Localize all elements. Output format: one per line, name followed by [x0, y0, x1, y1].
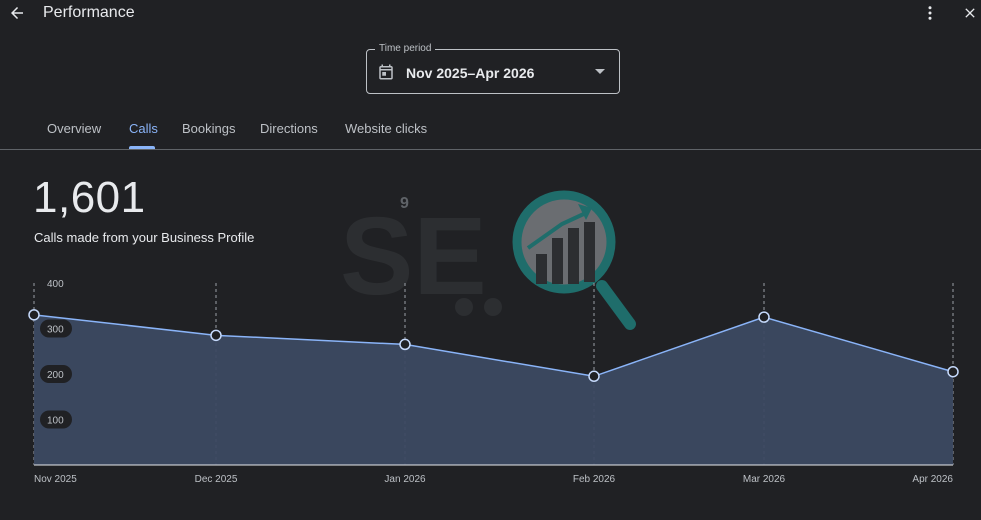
- time-period-label: Time period: [375, 43, 436, 55]
- time-period-select[interactable]: Time period Nov 2025–Apr 2026: [366, 43, 620, 94]
- data-point: [947, 365, 959, 378]
- series-area: [34, 314, 953, 465]
- arrow-back-icon: [11, 7, 23, 19]
- tab-bar: Overview Calls Bookings Directions Websi…: [0, 110, 981, 150]
- page-title: Performance: [43, 4, 135, 21]
- x-tick-label: Mar 2026: [743, 474, 786, 485]
- y-tick-label: 100: [47, 416, 64, 427]
- y-tick-pill: [40, 319, 72, 338]
- watermark-logo: SE 9: [340, 190, 636, 330]
- x-tick-label: Jan 2026: [384, 474, 426, 485]
- series-line: [33, 314, 954, 378]
- y-tick-label: 300: [47, 325, 64, 336]
- data-point: [210, 329, 222, 342]
- y-tick-pill: [40, 410, 72, 429]
- more-vert-icon: [928, 6, 932, 20]
- tab-bookings[interactable]: Bookings: [182, 121, 236, 136]
- data-point: [588, 370, 600, 383]
- calls-chart: 400 300 200 100 Nov 2025 Dec 2025 Jan 2026 Feb …: [28, 279, 959, 485]
- more-options-button[interactable]: [921, 2, 939, 24]
- close-button[interactable]: [960, 3, 980, 23]
- data-point: [758, 311, 770, 323]
- watermark-letters: SE: [340, 195, 487, 318]
- x-tick-label: Feb 2026: [573, 474, 616, 485]
- top-bar: Performance: [0, 0, 981, 28]
- active-tab-indicator: [129, 146, 155, 149]
- data-point: [399, 338, 411, 351]
- data-point: [28, 309, 40, 321]
- time-period-value: Nov 2025–Apr 2026: [406, 65, 535, 81]
- total-calls-description: Calls made from your Business Profile: [34, 230, 255, 245]
- x-tick-label: Apr 2026: [912, 474, 953, 485]
- tab-overview[interactable]: Overview: [47, 121, 102, 136]
- tabs-divider: [0, 149, 981, 150]
- y-tick-pill: [40, 365, 72, 383]
- y-tick-label: 400: [47, 279, 64, 290]
- tab-website-clicks[interactable]: Website clicks: [345, 121, 428, 136]
- tab-calls[interactable]: Calls: [129, 121, 158, 136]
- tab-directions[interactable]: Directions: [260, 121, 318, 136]
- chevron-down-icon: [595, 69, 605, 74]
- watermark-superscript: 9: [400, 195, 409, 212]
- x-tick-label: Nov 2025: [34, 474, 77, 485]
- back-button[interactable]: [6, 2, 28, 24]
- calendar-icon: [379, 64, 393, 80]
- close-icon: [965, 8, 975, 18]
- total-calls-value: 1,601: [33, 173, 146, 222]
- x-tick-label: Dec 2025: [195, 474, 238, 485]
- y-tick-label: 200: [47, 370, 64, 381]
